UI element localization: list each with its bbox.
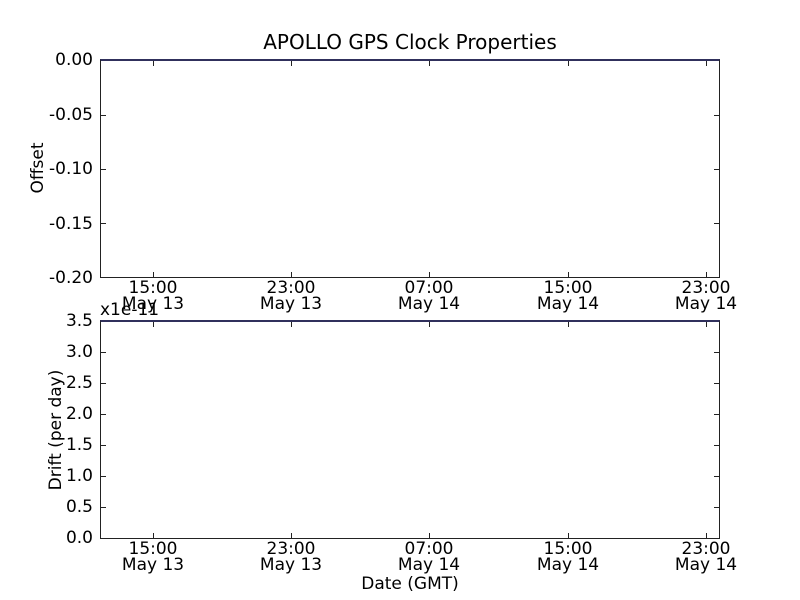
tick-mark xyxy=(101,223,106,224)
offset-xticks-top xyxy=(101,61,719,277)
xtick-time: 23:00 xyxy=(266,278,316,298)
drift-xtick-label: 07:00 May 14 xyxy=(369,539,489,575)
offset-xtick-label: 23:00 May 14 xyxy=(646,278,766,314)
tick-mark xyxy=(706,272,707,277)
drift-ytick-label: 3.5 xyxy=(65,311,93,331)
xtick-time: 23:00 xyxy=(681,278,731,298)
xtick-time: 07:00 xyxy=(404,278,454,298)
tick-mark xyxy=(153,322,154,327)
offset-xtick-label: 23:00 May 13 xyxy=(231,278,351,314)
drift-xticks-top xyxy=(101,322,719,538)
tick-mark xyxy=(291,61,292,66)
tick-mark xyxy=(429,61,430,66)
xtick-time: 15:00 xyxy=(543,539,593,559)
tick-mark xyxy=(101,414,106,415)
tick-mark xyxy=(714,115,719,116)
chart-title: APOLLO GPS Clock Properties xyxy=(263,30,557,54)
drift-xticks-bottom xyxy=(101,322,719,538)
tick-mark xyxy=(429,272,430,277)
drift-ytick-label: 0.5 xyxy=(65,497,93,517)
drift-plot-box xyxy=(100,320,720,539)
tick-mark xyxy=(714,169,719,170)
xtick-date: May 14 xyxy=(536,294,600,314)
xtick-date: May 13 xyxy=(259,294,323,314)
tick-mark xyxy=(706,61,707,66)
offset-ytick-label: -0.20 xyxy=(49,268,93,288)
offset-ytick-label: -0.10 xyxy=(49,159,93,179)
tick-mark xyxy=(153,272,154,277)
tick-mark xyxy=(291,322,292,327)
drift-xtick-label: 23:00 May 13 xyxy=(231,539,351,575)
drift-xtick-label: 15:00 May 14 xyxy=(508,539,628,575)
tick-mark xyxy=(568,61,569,66)
offset-xtick-label: 15:00 May 13 xyxy=(93,278,213,314)
xtick-time: 15:00 xyxy=(128,278,178,298)
offset-ytick-label: 0.00 xyxy=(55,50,93,70)
y-scale-offset-text: x1e-11 xyxy=(100,300,160,320)
drift-ytick-label: 3.0 xyxy=(65,342,93,362)
tick-mark xyxy=(706,533,707,538)
tick-mark xyxy=(101,169,106,170)
drift-yticks-left xyxy=(101,322,719,538)
tick-mark xyxy=(714,445,719,446)
offset-yticks-right xyxy=(101,61,719,277)
drift-ytick-label: 2.5 xyxy=(65,373,93,393)
tick-mark xyxy=(714,507,719,508)
offset-xtick-label: 07:00 May 14 xyxy=(369,278,489,314)
tick-mark xyxy=(714,383,719,384)
tick-mark xyxy=(291,272,292,277)
drift-ytick-label: 2.0 xyxy=(65,404,93,424)
drift-ytick-label: 1.5 xyxy=(65,435,93,455)
tick-mark xyxy=(429,533,430,538)
drift-yticks-right xyxy=(101,322,719,538)
drift-ytick-label: 1.0 xyxy=(65,466,93,486)
tick-mark xyxy=(291,533,292,538)
tick-mark xyxy=(101,115,106,116)
xtick-date: May 14 xyxy=(536,555,600,575)
tick-mark xyxy=(429,322,430,327)
xtick-time: 15:00 xyxy=(543,278,593,298)
xtick-date: May 14 xyxy=(397,555,461,575)
offset-xtick-label: 15:00 May 14 xyxy=(508,278,628,314)
offset-yticks-left xyxy=(101,61,719,277)
tick-mark xyxy=(714,223,719,224)
xtick-time: 23:00 xyxy=(266,539,316,559)
tick-mark xyxy=(101,352,106,353)
tick-mark xyxy=(101,383,106,384)
offset-ytick-label: -0.05 xyxy=(49,105,93,125)
tick-mark xyxy=(568,322,569,327)
x-axis-label: Date (GMT) xyxy=(361,574,459,594)
tick-mark xyxy=(706,322,707,327)
tick-mark xyxy=(101,507,106,508)
tick-mark xyxy=(153,61,154,66)
tick-mark xyxy=(714,352,719,353)
offset-ytick-label: -0.15 xyxy=(49,214,93,234)
drift-xtick-label: 23:00 May 14 xyxy=(646,539,766,575)
tick-mark xyxy=(101,445,106,446)
tick-mark xyxy=(101,476,106,477)
xtick-date: May 13 xyxy=(259,555,323,575)
xtick-date: May 13 xyxy=(121,555,185,575)
tick-mark xyxy=(153,533,154,538)
xtick-time: 07:00 xyxy=(404,539,454,559)
xtick-date: May 14 xyxy=(674,555,738,575)
tick-mark xyxy=(714,414,719,415)
drift-ytick-label: 0.0 xyxy=(65,528,93,548)
offset-plot-box xyxy=(100,59,720,278)
offset-xticks-bottom xyxy=(101,61,719,277)
drift-xtick-label: 15:00 May 13 xyxy=(93,539,213,575)
xtick-time: 15:00 xyxy=(128,539,178,559)
xtick-time: 23:00 xyxy=(681,539,731,559)
tick-mark xyxy=(568,272,569,277)
xtick-date: May 14 xyxy=(674,294,738,314)
xtick-date: May 13 xyxy=(121,294,185,314)
tick-mark xyxy=(714,476,719,477)
xtick-date: May 14 xyxy=(397,294,461,314)
tick-mark xyxy=(568,533,569,538)
